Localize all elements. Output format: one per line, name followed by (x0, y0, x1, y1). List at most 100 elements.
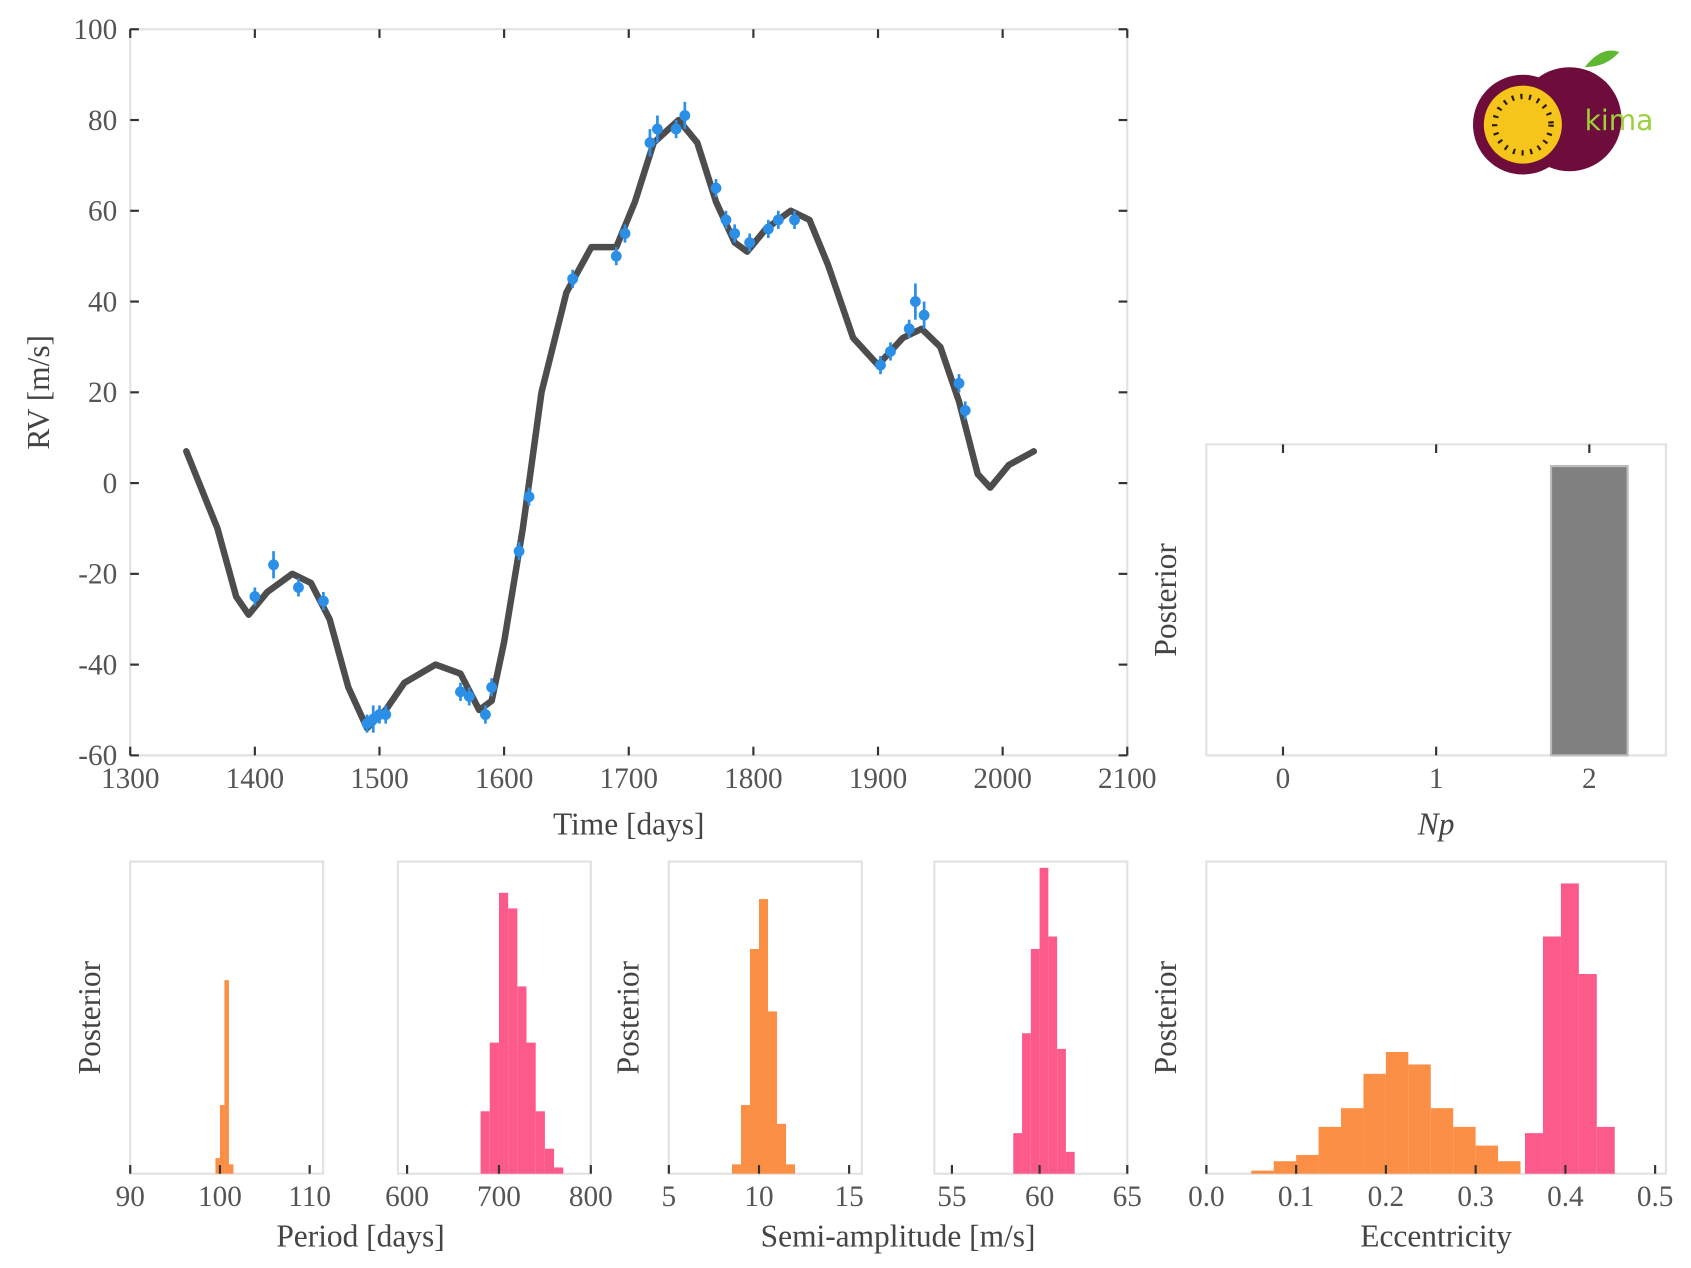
x-axis-label: Period [days] (276, 1218, 444, 1253)
histogram-bar (1057, 1048, 1066, 1174)
histogram-bar (749, 948, 759, 1174)
data-point (455, 686, 466, 698)
histogram-bar (1542, 936, 1561, 1174)
histogram-bar (777, 1123, 787, 1174)
x-axis-label: Time [days] (553, 806, 705, 841)
data-point (710, 182, 722, 194)
logo: kima (1472, 50, 1654, 175)
histogram-bar (1065, 1151, 1075, 1174)
histogram-bar (1560, 883, 1579, 1174)
x-tick-label: 1700 (599, 763, 657, 795)
data-point (729, 228, 741, 239)
x-tick-label: 60 (1025, 1181, 1054, 1213)
histogram-bar (215, 1158, 220, 1174)
y-tick-label: 80 (88, 105, 117, 137)
x-tick-label: 1500 (350, 763, 409, 795)
x-tick-label: 2000 (973, 763, 1031, 795)
y-axis-label: Posterior (1148, 543, 1183, 657)
x-tick-label: 1 (1429, 763, 1444, 795)
x-tick-label: 0.1 (1278, 1181, 1315, 1213)
histogram-bar (1341, 1108, 1364, 1174)
axes-frame (129, 28, 1129, 757)
data-point (679, 110, 691, 121)
x-tick-label: 2100 (1098, 763, 1157, 795)
histogram-bar (1039, 867, 1049, 1174)
data-point (953, 377, 965, 389)
histogram-bar (1430, 1108, 1454, 1174)
data-point (317, 595, 329, 607)
x-tick-label: 65 (1113, 1181, 1142, 1213)
data-point (772, 214, 784, 226)
y-tick-label: 100 (73, 14, 117, 46)
histogram-bar (768, 1011, 778, 1174)
data-point (651, 123, 663, 135)
logo-text: kima (1585, 104, 1654, 137)
data-point (918, 309, 930, 321)
y-tick-label: 0 (103, 468, 118, 500)
data-point (380, 709, 392, 720)
histogram-bar (1525, 1133, 1543, 1174)
histogram-bar (1578, 973, 1597, 1174)
logo-seeds (1491, 93, 1554, 156)
x-tick-label: 700 (477, 1181, 521, 1213)
data-point (513, 545, 525, 557)
histogram-bar (731, 1164, 741, 1174)
histogram-bar (517, 986, 527, 1174)
histogram-bar (1251, 1170, 1274, 1174)
data-point (903, 323, 915, 335)
x-tick-label: 0.3 (1457, 1181, 1494, 1213)
data-point (644, 137, 656, 149)
logo-pulp (1483, 85, 1562, 164)
y-axis-label: Posterior (611, 960, 646, 1074)
y-tick-label: -20 (78, 559, 117, 591)
x-axis-label: Np (1417, 806, 1455, 841)
y-tick-label: -40 (78, 649, 117, 681)
histogram-bar (1022, 1033, 1031, 1174)
x-tick-label: 15 (835, 1181, 864, 1213)
y-tick-label: 40 (88, 286, 117, 318)
histogram-bar (1030, 948, 1040, 1174)
histogram-bar (1273, 1161, 1297, 1174)
histogram-bar (1385, 1051, 1409, 1174)
histogram-bar (1363, 1073, 1386, 1174)
histogram-bar (1296, 1154, 1319, 1174)
histogram-bar (498, 892, 509, 1174)
y-tick-label: 60 (88, 196, 117, 228)
x-tick-label: 1400 (226, 763, 285, 795)
bar (1549, 464, 1629, 757)
y-axis-label: Posterior (72, 960, 107, 1074)
histogram-bar (1498, 1161, 1521, 1174)
histogram-bar (554, 1167, 564, 1174)
data-point (480, 709, 491, 720)
x-axis-label: Eccentricity (1360, 1218, 1512, 1253)
y-tick-label: 20 (88, 377, 117, 409)
data-point (875, 359, 886, 371)
histogram-bar (758, 899, 769, 1174)
x-tick-label: 5 (662, 1181, 677, 1213)
data-point (523, 491, 535, 503)
x-tick-label: 800 (569, 1181, 613, 1213)
x-tick-label: 100 (198, 1181, 242, 1213)
x-tick-label: 2 (1582, 763, 1597, 795)
x-axis-label: Semi-amplitude [m/s] (761, 1218, 1036, 1253)
y-axis-label: RV [m/s] (21, 335, 56, 450)
x-tick-label: 110 (288, 1181, 331, 1213)
data-point (885, 346, 896, 357)
data-point (959, 405, 971, 416)
histogram-bar (1408, 1064, 1431, 1174)
histogram-bar (544, 1148, 555, 1174)
data-point (789, 214, 800, 226)
histogram-bar (526, 1042, 536, 1174)
histogram-bar (1318, 1126, 1342, 1174)
data-point (567, 273, 579, 285)
data-point (619, 228, 631, 239)
histogram-bar (228, 1164, 234, 1174)
data-point (486, 681, 498, 693)
histogram-bar (219, 1105, 225, 1174)
y-axis-label: Posterior (1148, 960, 1183, 1074)
x-tick-label: 55 (937, 1181, 966, 1213)
histogram-bar (1048, 936, 1058, 1174)
data-point (463, 690, 475, 702)
histogram-bar (224, 980, 229, 1174)
